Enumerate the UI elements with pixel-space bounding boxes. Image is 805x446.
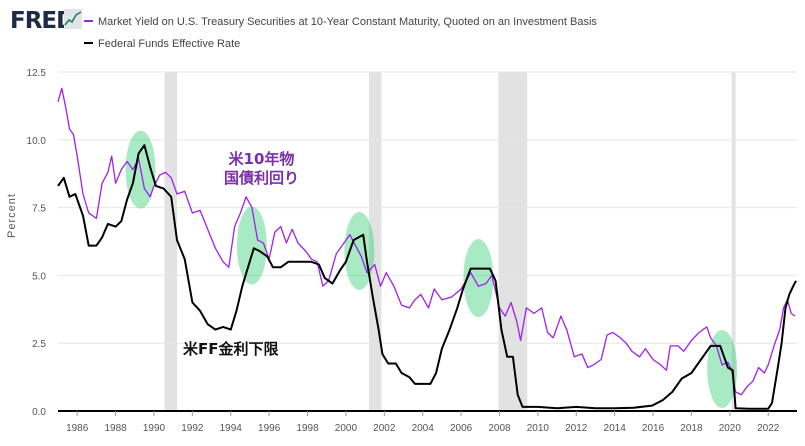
x-tick-label: 2022 bbox=[757, 423, 780, 434]
legend-label-ff: Federal Funds Effective Rate bbox=[98, 38, 241, 50]
x-tick-label: 2016 bbox=[642, 423, 665, 434]
annotation-1: 米FF金利下限 bbox=[183, 340, 279, 358]
x-tick-label: 2000 bbox=[335, 423, 358, 434]
x-tick-label: 2018 bbox=[680, 423, 703, 434]
x-tick-label: 2002 bbox=[373, 423, 396, 434]
recession-band-0 bbox=[164, 72, 178, 411]
x-tick-label: 2008 bbox=[488, 423, 511, 434]
y-tick-labels: 0.0 2.5 5.0 7.5 10.0 12.5 bbox=[27, 68, 47, 418]
x-tick-label: 2014 bbox=[604, 423, 627, 434]
x-tick-label: 1986 bbox=[66, 423, 89, 434]
legend-label-10y: Market Yield on U.S. Treasury Securities… bbox=[98, 16, 597, 28]
x-tick-label: 2004 bbox=[412, 423, 435, 434]
annotation-line: 国債利回り bbox=[224, 169, 299, 187]
y-tick-label: 2.5 bbox=[32, 339, 46, 350]
y-tick-label: 5.0 bbox=[32, 271, 46, 282]
recession-band-3 bbox=[731, 72, 736, 411]
gridlines bbox=[58, 71, 797, 412]
y-tick-label: 10.0 bbox=[27, 136, 47, 147]
highlight-ellipse-3 bbox=[463, 239, 494, 318]
legend-item-10y-yield[interactable]: Market Yield on U.S. Treasury Securities… bbox=[84, 16, 597, 28]
x-tick-label: 1988 bbox=[104, 423, 127, 434]
series-lines bbox=[57, 87, 797, 410]
x-tick-label: 2020 bbox=[719, 423, 742, 434]
chart-logo-icon bbox=[64, 9, 82, 29]
highlight-ellipse-4 bbox=[707, 329, 738, 408]
y-tick-label: 12.5 bbox=[27, 68, 47, 79]
x-tick-label: 2010 bbox=[527, 423, 550, 434]
x-tick-label: 1996 bbox=[258, 423, 281, 434]
annotation-line: 米10年物 bbox=[229, 150, 295, 168]
x-tick-label: 1992 bbox=[181, 423, 204, 434]
annotation-line: 米FF金利下限 bbox=[183, 340, 279, 358]
highlight-ellipses bbox=[125, 130, 738, 408]
series-10y-yield-line bbox=[57, 87, 796, 396]
legend-swatch-ff bbox=[84, 42, 93, 45]
series-fed-funds-line bbox=[57, 144, 797, 410]
x-tick-label: 1998 bbox=[296, 423, 319, 434]
x-tick-label: 2006 bbox=[450, 423, 473, 434]
annotation-0: 米10年物国債利回り bbox=[224, 150, 299, 187]
x-tick-label: 2012 bbox=[565, 423, 588, 434]
y-tick-label: 7.5 bbox=[32, 204, 46, 215]
x-tick-label: 1990 bbox=[143, 423, 166, 434]
legend-item-fed-funds[interactable]: Federal Funds Effective Rate bbox=[84, 38, 240, 50]
recession-band-2 bbox=[498, 72, 528, 411]
chart-header: FRED Market Yield on U.S. Treasury Secur… bbox=[0, 0, 805, 58]
x-tick-labels: 1986 1988 1990 1992 1994 1996 1998 2000 2002 2004… bbox=[66, 411, 780, 434]
y-tick-label: 0.0 bbox=[32, 407, 46, 418]
highlight-ellipse-1 bbox=[236, 206, 267, 285]
x-tick-label: 1994 bbox=[220, 423, 243, 434]
legend-swatch-10y bbox=[84, 20, 93, 23]
